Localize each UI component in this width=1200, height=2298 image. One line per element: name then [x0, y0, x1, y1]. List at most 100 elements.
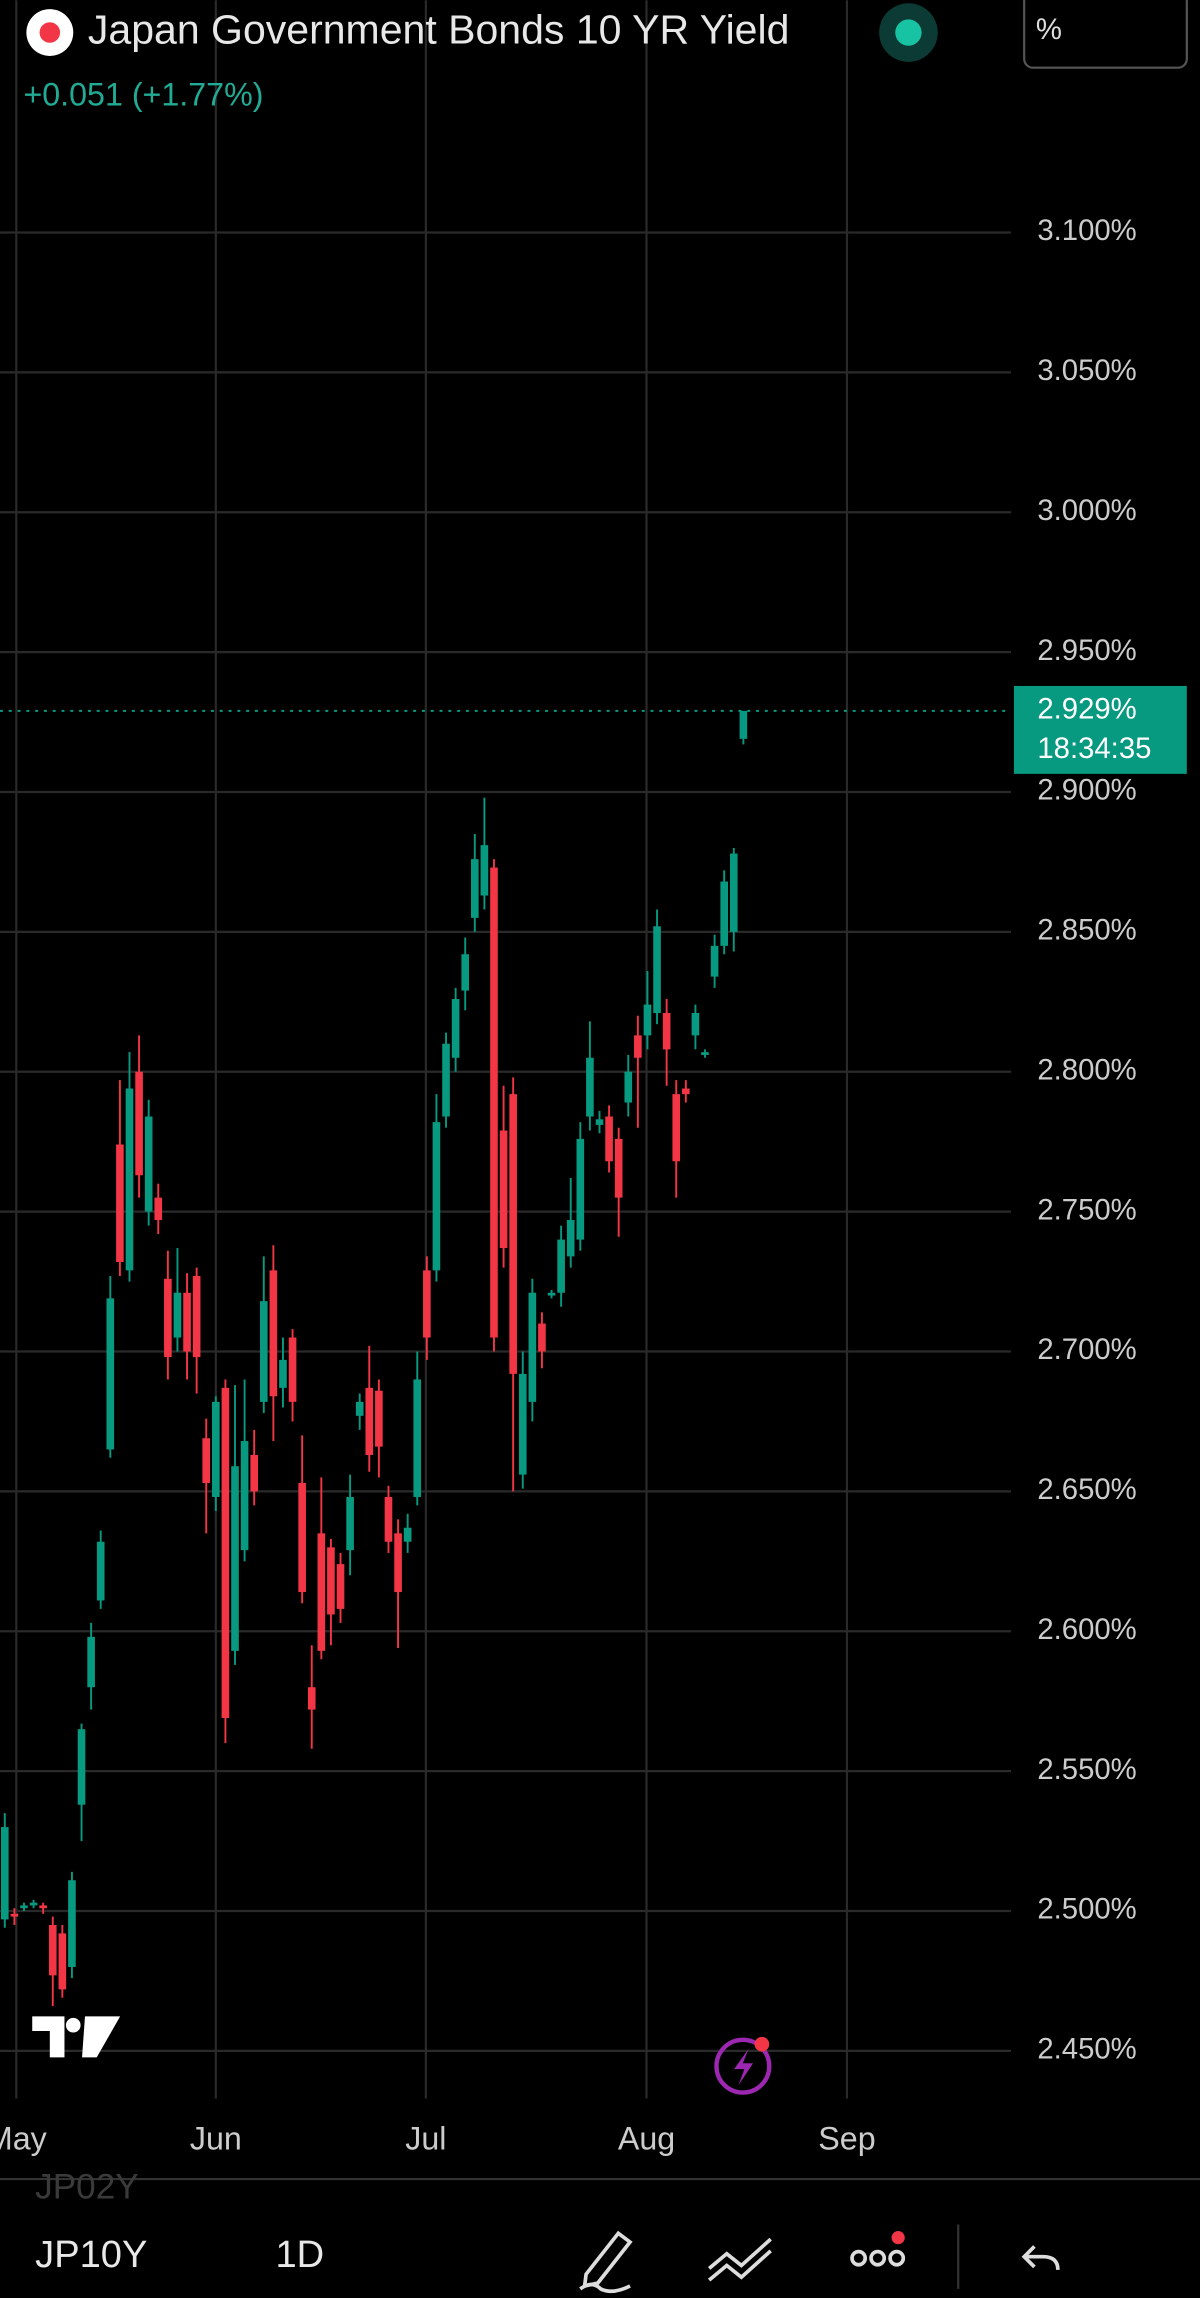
indicator-icon	[707, 2249, 772, 2282]
countdown: 18:34:35	[1037, 732, 1151, 765]
candle-body	[720, 881, 728, 946]
candle-body	[538, 1323, 546, 1352]
candle-body	[96, 1541, 105, 1601]
y-tick-label: 3.050%	[1037, 354, 1136, 387]
candle-body	[442, 1043, 450, 1117]
x-tick-label: May	[0, 2120, 48, 2156]
candle-body	[346, 1496, 354, 1551]
candle-body	[317, 1533, 326, 1651]
candle-body	[288, 1337, 297, 1402]
more-dot	[850, 2249, 868, 2267]
candle-body	[164, 1278, 172, 1358]
candle-body	[595, 1119, 604, 1125]
y-tick-label: 2.650%	[1037, 1473, 1136, 1506]
y-tick-label: 3.000%	[1037, 494, 1136, 527]
candle-body	[480, 845, 489, 896]
candle-body	[691, 1012, 700, 1036]
candle-body	[490, 867, 498, 1338]
undo-icon	[1021, 2245, 1036, 2269]
candle-body	[614, 1138, 623, 1198]
candle-body	[384, 1496, 393, 1542]
candle-body	[605, 1116, 613, 1162]
lightning-ring	[714, 2037, 772, 2095]
candle-body	[403, 1527, 412, 1542]
candle-body	[710, 945, 719, 977]
candle-body	[394, 1533, 402, 1593]
logo	[32, 2016, 121, 2058]
candle-body	[499, 1130, 508, 1248]
candle-body	[662, 1012, 671, 1050]
unit-button[interactable]	[1023, 0, 1188, 69]
candle-body	[144, 1116, 153, 1212]
candle-body	[307, 1687, 316, 1710]
candle-body	[87, 1636, 95, 1688]
y-tick-label: 3.100%	[1037, 214, 1136, 247]
logo-part	[65, 2017, 81, 2033]
candle-body	[327, 1547, 335, 1615]
unit-button-label[interactable]: %	[1036, 13, 1062, 46]
candle-body	[192, 1275, 201, 1358]
lightning-icon	[734, 2048, 754, 2086]
indicators-button[interactable]	[707, 2237, 772, 2282]
candle-body	[375, 1390, 383, 1447]
candles	[0, 710, 748, 2007]
candle-body	[250, 1455, 258, 1492]
overlay: 2.450% 2.500% 2.550% 2.600% 2.650% 2.700% 2.75…	[0, 214, 1137, 2156]
candle-body	[701, 1052, 709, 1055]
chart-title[interactable]: Japan Government Bonds 10 YR Yield	[88, 6, 790, 52]
candle-body	[509, 1094, 517, 1374]
candle-body	[557, 1239, 565, 1293]
more-button[interactable]	[850, 2231, 906, 2267]
status-dot	[895, 19, 922, 46]
candle-body	[10, 1913, 19, 1917]
last-price-box	[1013, 685, 1187, 774]
candle-body	[298, 1482, 306, 1593]
x-tick-label: Jul	[405, 2120, 446, 2156]
undo-button[interactable]	[1021, 2245, 1060, 2270]
candle-body	[413, 1379, 422, 1497]
lightning-button[interactable]	[714, 2036, 772, 2095]
candle-body	[672, 1094, 681, 1162]
y-tick-label: 2.700%	[1037, 1333, 1136, 1366]
last-price-label: 2.929%	[1037, 693, 1136, 726]
candle-body	[259, 1301, 268, 1402]
candle-body	[58, 1933, 67, 1990]
candle-body	[68, 1880, 76, 1967]
candle-body	[682, 1088, 690, 1095]
candle-body	[634, 1035, 642, 1058]
candle-body	[729, 853, 738, 932]
y-tick-label: 2.550%	[1037, 1753, 1136, 1786]
candle-body	[423, 1270, 431, 1338]
candle-body	[586, 1057, 594, 1117]
candle-body	[566, 1220, 575, 1257]
candle-body	[212, 1401, 220, 1497]
draw-button[interactable]	[579, 2230, 633, 2294]
symbol-icon-dot	[39, 22, 61, 43]
logo-part	[82, 2016, 121, 2058]
candle-body	[154, 1197, 163, 1221]
candle-body	[528, 1292, 537, 1402]
candle-body	[231, 1466, 239, 1651]
candle-body	[279, 1359, 287, 1388]
candle-body	[20, 1905, 28, 1909]
indicator-icon	[707, 2237, 772, 2270]
candle-body	[39, 1905, 47, 1909]
y-tick-label: 2.800%	[1037, 1053, 1136, 1086]
previous-symbol: JP02Y	[35, 2168, 139, 2207]
candle-body	[202, 1438, 211, 1483]
logo-part	[32, 2016, 65, 2058]
candle-body	[183, 1292, 191, 1352]
interval-button[interactable]: 1D	[275, 2234, 324, 2276]
x-tick-label: Jun	[190, 2120, 242, 2156]
symbol-button[interactable]: JP10Y	[35, 2234, 147, 2276]
candle-body	[29, 1902, 38, 1906]
x-tick-label: Aug	[618, 2120, 675, 2156]
candle-body	[624, 1071, 633, 1103]
more-dot	[888, 2249, 906, 2267]
candle-body	[221, 1387, 230, 1718]
x-tick-label: Sep	[818, 2120, 875, 2156]
pencil-line	[579, 2282, 631, 2294]
candle-body	[336, 1564, 345, 1609]
